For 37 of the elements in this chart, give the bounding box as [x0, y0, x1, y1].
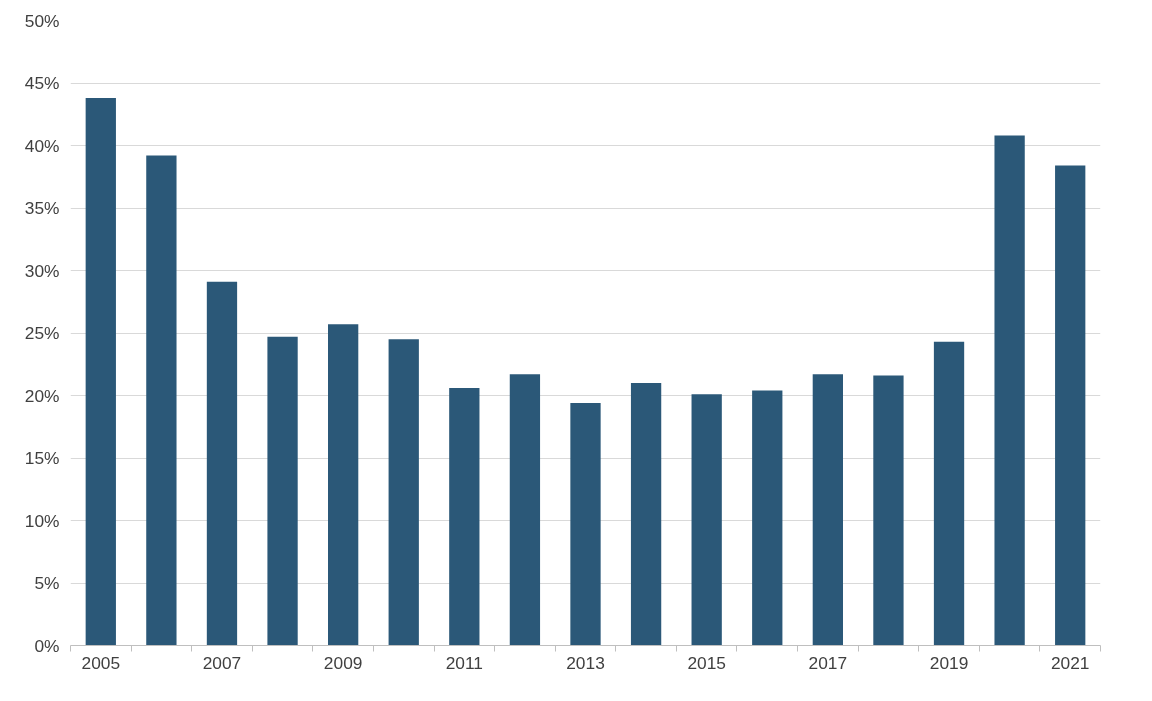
bar [812, 374, 843, 646]
bar [691, 394, 722, 646]
bar [630, 383, 662, 646]
x-tick-label: 2005 [81, 652, 121, 673]
x-tick-label: 2011 [445, 652, 483, 673]
bar [449, 388, 480, 646]
y-tick-label: 20% [24, 385, 60, 406]
y-tick-label: 25% [24, 323, 60, 343]
bar [1055, 165, 1086, 646]
y-tick-label: 45% [24, 73, 60, 93]
x-tick-label: 2013 [566, 652, 605, 673]
y-tick-label: 5% [34, 573, 60, 593]
bar [570, 403, 601, 646]
bar [388, 339, 419, 646]
bar [873, 375, 904, 646]
y-tick-label: 35% [24, 198, 60, 218]
y-tick-label: 40% [24, 135, 60, 156]
y-tick-label: 0% [34, 635, 60, 656]
bar [994, 135, 1025, 646]
y-tick-label: 30% [24, 260, 60, 281]
y-tick-label: 50% [24, 10, 60, 31]
x-tick-label: 2015 [687, 652, 726, 673]
bar [206, 281, 238, 646]
x-tick-label: 2009 [323, 652, 363, 673]
bar [328, 324, 359, 646]
bar [146, 155, 177, 646]
x-tick-label: 2019 [929, 652, 969, 673]
x-tick-label: 2021 [1050, 652, 1090, 673]
x-tick-label: 2017 [808, 652, 848, 673]
bar [85, 98, 116, 646]
bar [267, 336, 298, 646]
x-tick-label: 2007 [202, 652, 242, 673]
bar [752, 390, 783, 646]
y-tick-label: 15% [24, 448, 60, 468]
y-tick-label: 10% [24, 510, 60, 531]
bar [933, 341, 965, 646]
bar [509, 374, 541, 646]
